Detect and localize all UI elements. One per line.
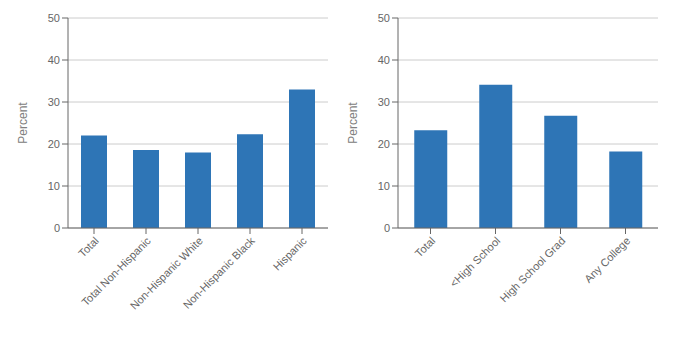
- svg-text:40: 40: [48, 54, 60, 66]
- svg-text:30: 30: [48, 96, 60, 108]
- svg-text:20: 20: [378, 138, 390, 150]
- svg-text:Any College: Any College: [582, 234, 632, 284]
- svg-text:Non-Hispanic White: Non-Hispanic White: [127, 234, 205, 312]
- svg-text:<High School: <High School: [447, 234, 502, 289]
- svg-text:Total: Total: [413, 234, 438, 259]
- svg-text:0: 0: [384, 222, 390, 234]
- svg-text:10: 10: [48, 180, 60, 192]
- svg-text:10: 10: [378, 180, 390, 192]
- svg-text:High School Grad: High School Grad: [498, 234, 568, 304]
- svg-text:Total: Total: [76, 234, 101, 259]
- svg-text:50: 50: [378, 12, 390, 24]
- svg-text:Total Non-Hispanic: Total Non-Hispanic: [79, 234, 153, 309]
- svg-text:0: 0: [54, 222, 60, 234]
- svg-text:Percent: Percent: [16, 102, 30, 144]
- svg-text:Non-Hispanic Black: Non-Hispanic Black: [181, 234, 258, 311]
- svg-text:40: 40: [378, 54, 390, 66]
- svg-text:20: 20: [48, 138, 60, 150]
- svg-text:Percent: Percent: [346, 102, 360, 144]
- svg-text:Hispanic: Hispanic: [271, 234, 310, 273]
- svg-text:50: 50: [48, 12, 60, 24]
- svg-text:30: 30: [378, 96, 390, 108]
